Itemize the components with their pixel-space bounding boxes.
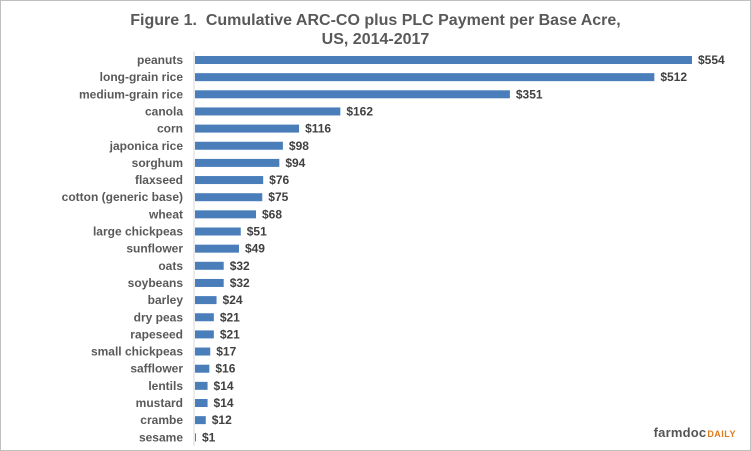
data-label: $16: [215, 362, 235, 376]
bar: [195, 261, 224, 270]
category-label: lentils: [148, 379, 183, 393]
bar: [195, 381, 208, 390]
category-label: small chickpeas: [91, 345, 183, 359]
bar: [195, 399, 208, 407]
bar: [195, 124, 300, 133]
data-label: $14: [214, 379, 234, 393]
bar: [195, 227, 241, 236]
category-label: long-grain rice: [100, 70, 184, 84]
bar: [195, 416, 206, 425]
bar: [195, 296, 217, 305]
data-label: $24: [223, 293, 243, 307]
data-label: $17: [216, 345, 236, 359]
bar: [195, 193, 263, 202]
category-label: barley: [148, 293, 184, 307]
chart-title: Figure 1. Cumulative ARC-CO plus PLC Pay…: [1, 11, 750, 49]
bar: [195, 141, 283, 150]
data-label: $162: [346, 104, 373, 118]
bar: [195, 244, 239, 253]
category-label: crambe: [140, 413, 183, 427]
bar: [195, 107, 341, 116]
data-label: $98: [289, 139, 309, 153]
data-label: $351: [516, 87, 543, 101]
category-label: mustard: [136, 396, 183, 410]
category-label: wheat: [148, 207, 183, 221]
bar: [195, 158, 280, 167]
category-label: corn: [157, 122, 183, 136]
bar: [195, 176, 264, 185]
bar: [195, 347, 211, 356]
category-label: dry peas: [134, 310, 184, 324]
data-label: $32: [230, 276, 250, 290]
chart-title-line-1: Figure 1. Cumulative ARC-CO plus PLC Pay…: [130, 12, 621, 29]
chart-title-line-2: US, 2014-2017: [321, 31, 430, 48]
bar: [195, 90, 510, 99]
category-label: rapeseed: [130, 327, 183, 341]
bar: [195, 313, 214, 322]
bar: [195, 330, 214, 339]
data-label: $21: [220, 327, 240, 341]
data-label: $75: [268, 190, 288, 204]
category-label: japonica rice: [109, 139, 184, 153]
bar: [195, 278, 224, 287]
category-label: flaxseed: [135, 173, 183, 187]
category-label: medium-grain rice: [79, 87, 183, 101]
category-label: soybeans: [128, 276, 184, 290]
data-label: $12: [212, 413, 232, 427]
data-label: $32: [230, 259, 250, 273]
category-label: peanuts: [137, 53, 183, 67]
bar: [195, 433, 196, 442]
category-label: large chickpeas: [93, 225, 183, 239]
data-label: $94: [285, 156, 305, 170]
data-label: $68: [262, 207, 282, 221]
data-label: $51: [247, 225, 267, 239]
logo-suffix-text: DAILY: [707, 429, 736, 439]
logo-main-text: farmdoc: [653, 425, 707, 440]
bar: [195, 364, 210, 373]
farmdoc-daily-logo: farmdocDAILY: [654, 425, 736, 440]
category-label: canola: [145, 104, 183, 118]
data-label: $14: [214, 396, 234, 410]
data-label: $512: [660, 70, 687, 84]
bar: [195, 210, 257, 219]
data-label: $554: [698, 53, 725, 67]
data-label: $76: [269, 173, 289, 187]
bar: [195, 56, 692, 64]
data-label: $21: [220, 310, 240, 324]
category-label: cotton (generic base): [62, 190, 183, 204]
bar: [195, 73, 655, 82]
category-label: safflower: [130, 362, 183, 376]
category-label: sesame: [139, 430, 183, 444]
category-label: sorghum: [132, 156, 183, 170]
data-label: $1: [202, 430, 216, 444]
data-label: $116: [305, 122, 331, 136]
category-label: oats: [158, 259, 183, 273]
data-label: $49: [245, 242, 265, 256]
category-label: sunflower: [126, 242, 183, 256]
